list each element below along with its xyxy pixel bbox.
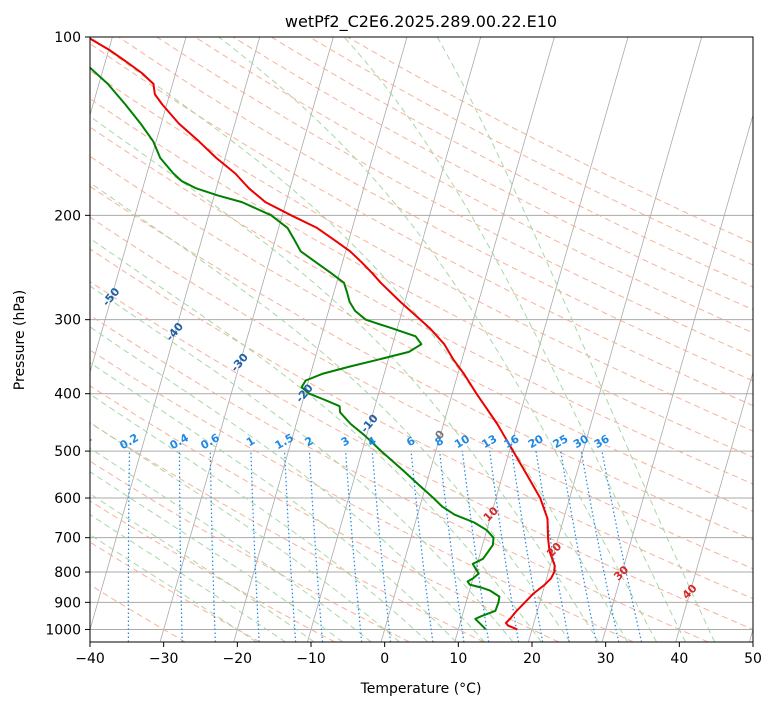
mixing-ratio-line	[410, 451, 434, 642]
x-tick-label: −30	[149, 651, 179, 667]
y-tick-label: 800	[54, 565, 81, 581]
moist-adiabat-line	[90, 182, 571, 642]
x-tick-label: 20	[523, 651, 541, 667]
x-tick-label: 40	[670, 651, 688, 667]
moist-adiabat-line	[90, 393, 429, 642]
moist-adiabat-line	[90, 447, 372, 642]
mixing-ratio-label: 0.1	[71, 431, 94, 452]
y-tick-label: 100	[54, 30, 81, 46]
dry-adiabat-line	[90, 185, 753, 541]
mixing-ratio-line	[489, 451, 520, 642]
mixing-ratio-line	[461, 451, 490, 642]
isotherm-line	[380, 37, 555, 642]
dry-adiabat-line	[90, 42, 753, 407]
y-tick-label: 900	[54, 595, 81, 611]
chart-title: wetPf2_C2E6.2025.289.00.22.E10	[285, 12, 557, 32]
moist-adiabat-line	[90, 115, 600, 642]
mixing-ratio-line	[560, 450, 597, 642]
mixing-ratio-line	[345, 451, 363, 642]
x-axis-label: Temperature (°C)	[360, 681, 482, 697]
y-tick-label: 1000	[45, 622, 81, 638]
temperature-profile-line	[90, 37, 556, 631]
x-tick-label: 10	[449, 651, 467, 667]
isotherm-line	[90, 37, 187, 374]
dry-adiabat-line	[232, 37, 753, 311]
moist-adiabat-line	[90, 471, 343, 642]
dry-adiabat-line	[90, 314, 709, 642]
dry-adiabat-lines	[90, 37, 753, 642]
isotherm-line	[601, 113, 753, 642]
isotherm-line	[233, 37, 408, 642]
isotherm-lines	[90, 37, 753, 642]
dry-adiabat-line	[90, 349, 634, 642]
isotherm-line	[454, 37, 629, 642]
x-tick-label: 50	[744, 651, 762, 667]
moist-adiabat-line	[90, 421, 400, 642]
x-axis-ticks: −40 −30 −20 −10 0 10 20 30 40 50	[75, 642, 762, 667]
moist-adiabat-line	[90, 285, 514, 642]
y-tick-label: 500	[54, 444, 81, 460]
dry-adiabat-line	[90, 281, 753, 630]
moist-adiabat-line	[90, 237, 542, 642]
isotherm-line	[528, 37, 703, 642]
plot-frame	[89, 36, 754, 643]
sounding-profiles	[90, 37, 556, 631]
moist-adiabat-line	[90, 493, 315, 642]
isotherm-line	[159, 37, 334, 642]
moist-adiabat-line	[90, 362, 457, 642]
mixing-ratio-line	[439, 451, 465, 642]
dry-adiabat-line	[90, 584, 186, 642]
isotherm-line	[90, 37, 261, 631]
y-tick-label: 200	[54, 208, 81, 224]
dry-adiabat-line	[90, 155, 753, 513]
y-tick-label: 400	[54, 387, 81, 403]
dewpoint-profile-line	[90, 66, 501, 631]
mixing-ratio-line	[371, 451, 392, 642]
dry-adiabat-line	[194, 37, 753, 334]
x-tick-label: 0	[380, 651, 389, 667]
moist-adiabat-lines	[90, 37, 716, 642]
mixing-ratio-lines	[127, 450, 643, 642]
moist-adiabat-line	[90, 37, 629, 642]
isotherm-line	[675, 370, 753, 642]
y-axis-label: Pressure (hPa)	[12, 290, 28, 390]
dry-adiabat-line	[90, 460, 410, 642]
mixing-ratio-line	[580, 450, 620, 642]
dry-adiabat-line	[90, 422, 485, 642]
y-tick-label: 700	[54, 531, 81, 547]
y-tick-label: 300	[54, 313, 81, 329]
dry-adiabat-line	[90, 216, 753, 570]
dry-adiabat-line	[90, 126, 753, 485]
x-tick-label: −40	[75, 651, 105, 667]
moist-adiabat-line	[436, 37, 716, 642]
x-tick-label: 30	[597, 651, 615, 667]
moist-adiabat-line	[343, 37, 687, 642]
moist-adiabat-line	[218, 37, 657, 642]
y-axis-ticks: 100 200 300 400 500 600 700 800 900 1000	[45, 30, 90, 638]
dry-adiabat-line	[118, 37, 753, 382]
dry-adiabat-line	[90, 248, 753, 600]
y-tick-label: 600	[54, 491, 81, 507]
dry-adiabat-line	[90, 541, 261, 642]
x-tick-label: −20	[223, 651, 253, 667]
x-tick-label: −10	[296, 651, 326, 667]
mixing-ratio-line	[601, 450, 643, 642]
